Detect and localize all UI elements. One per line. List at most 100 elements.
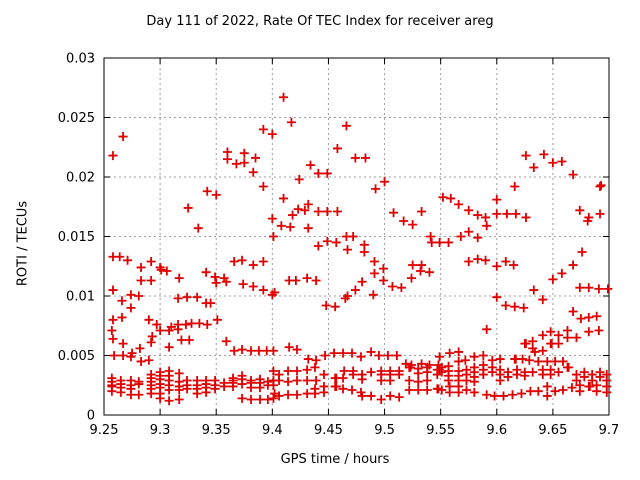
data-point bbox=[108, 285, 118, 295]
data-point bbox=[568, 260, 578, 270]
data-point bbox=[524, 355, 534, 365]
data-point bbox=[263, 395, 273, 405]
data-point bbox=[521, 151, 531, 161]
data-point bbox=[510, 182, 520, 192]
data-point bbox=[473, 210, 483, 220]
data-point bbox=[283, 366, 293, 376]
data-point bbox=[228, 381, 238, 391]
data-point bbox=[107, 386, 117, 396]
data-point bbox=[490, 391, 500, 401]
data-point bbox=[525, 386, 535, 396]
data-point bbox=[487, 367, 497, 377]
data-point bbox=[376, 375, 386, 385]
data-point bbox=[501, 256, 511, 266]
data-point bbox=[542, 356, 552, 366]
data-point bbox=[438, 192, 448, 202]
data-point bbox=[385, 375, 395, 385]
data-point bbox=[237, 255, 247, 265]
data-point bbox=[136, 276, 146, 286]
data-point bbox=[210, 272, 220, 282]
x-axis-label: GPS time / hours bbox=[280, 452, 390, 467]
data-point bbox=[107, 326, 117, 336]
data-point bbox=[571, 375, 581, 385]
data-point bbox=[181, 320, 191, 330]
data-point bbox=[279, 92, 289, 102]
data-point bbox=[481, 212, 491, 222]
data-point bbox=[126, 303, 136, 313]
data-point bbox=[360, 153, 370, 163]
data-point bbox=[413, 385, 423, 395]
data-point bbox=[332, 207, 342, 217]
data-point bbox=[575, 205, 585, 215]
x-tick-label: 9.5 bbox=[374, 423, 395, 438]
data-point bbox=[539, 149, 549, 159]
data-point bbox=[357, 374, 367, 384]
data-point bbox=[258, 256, 268, 266]
data-point bbox=[229, 256, 239, 266]
data-point bbox=[576, 314, 586, 324]
data-point bbox=[291, 276, 301, 286]
data-point bbox=[270, 287, 280, 297]
data-point bbox=[152, 320, 162, 330]
data-point bbox=[302, 375, 312, 385]
data-point bbox=[184, 335, 194, 345]
data-point bbox=[481, 255, 491, 265]
data-point bbox=[507, 390, 517, 400]
data-point bbox=[248, 281, 258, 291]
data-point bbox=[435, 352, 445, 362]
data-point bbox=[371, 184, 381, 194]
data-point bbox=[246, 395, 256, 405]
data-point bbox=[285, 222, 295, 232]
data-point bbox=[258, 124, 268, 134]
data-point bbox=[366, 347, 376, 357]
data-point bbox=[136, 262, 146, 272]
data-point bbox=[521, 212, 531, 222]
data-point bbox=[147, 331, 157, 341]
data-point bbox=[293, 204, 303, 214]
data-point bbox=[274, 375, 284, 385]
data-point bbox=[254, 346, 264, 356]
data-point bbox=[156, 265, 166, 275]
data-point bbox=[546, 327, 556, 337]
data-point bbox=[146, 276, 156, 286]
x-tick-label: 9.55 bbox=[426, 423, 455, 438]
data-point bbox=[221, 336, 231, 346]
data-point bbox=[283, 377, 293, 387]
data-point bbox=[502, 209, 512, 219]
data-point bbox=[341, 121, 351, 131]
data-point bbox=[435, 237, 445, 247]
data-point bbox=[482, 324, 492, 334]
x-tick-label: 9.35 bbox=[202, 423, 231, 438]
data-point bbox=[558, 356, 568, 366]
data-point bbox=[222, 154, 232, 164]
data-point bbox=[201, 267, 211, 277]
data-point bbox=[311, 276, 321, 286]
data-point bbox=[492, 195, 502, 205]
data-point bbox=[592, 311, 602, 321]
data-point bbox=[176, 335, 186, 345]
data-point bbox=[229, 346, 239, 356]
data-point bbox=[237, 393, 247, 403]
data-point bbox=[435, 365, 445, 375]
data-point bbox=[268, 380, 278, 390]
data-point bbox=[464, 227, 474, 237]
y-tick-label: 0 bbox=[87, 409, 95, 424]
data-point bbox=[538, 370, 548, 380]
data-point bbox=[529, 285, 539, 295]
data-point bbox=[587, 375, 597, 385]
data-point bbox=[530, 347, 540, 357]
data-point bbox=[268, 393, 278, 403]
data-point bbox=[546, 370, 556, 380]
data-point bbox=[596, 180, 606, 190]
data-point bbox=[557, 157, 567, 167]
data-point bbox=[554, 367, 563, 377]
data-point bbox=[595, 209, 605, 219]
data-point bbox=[292, 366, 302, 376]
data-point bbox=[538, 330, 548, 340]
data-point bbox=[338, 348, 348, 358]
data-point bbox=[319, 370, 329, 380]
data-point bbox=[584, 327, 594, 337]
data-point bbox=[520, 371, 530, 381]
data-point bbox=[313, 207, 323, 217]
